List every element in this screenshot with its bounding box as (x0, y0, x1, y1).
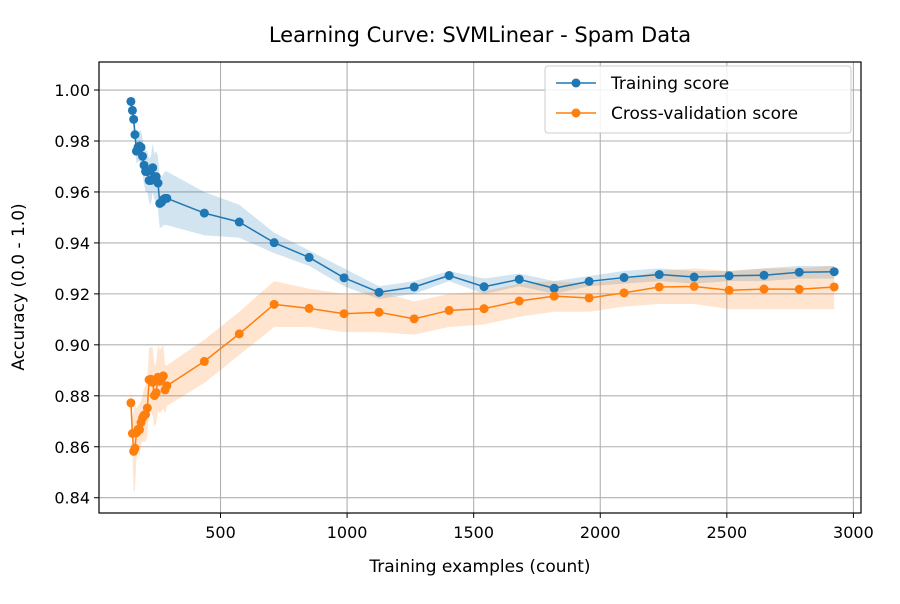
training-score-point (127, 105, 137, 115)
x-tick-label: 1000 (327, 523, 368, 542)
cv-score-point (689, 281, 699, 291)
training-score-point (234, 217, 244, 227)
training-score-point (304, 252, 314, 262)
cv-score-point (234, 329, 244, 339)
cv-score-point (304, 303, 314, 313)
training-score-point (126, 96, 136, 106)
training-score-point (138, 151, 148, 161)
cv-score-point (409, 314, 419, 324)
y-axis-title: Accuracy (0.0 - 1.0) (9, 203, 29, 370)
cv-score-point (549, 291, 559, 301)
plot-area (98, 61, 862, 514)
y-axis-ticks: 0.84 0.86 0.88 0.90 0.92 0.94 0.96 0.98 1.00 (54, 81, 99, 508)
x-tick-label: 1500 (453, 523, 494, 542)
training-score-point (829, 267, 839, 277)
y-tick-label: 0.96 (54, 183, 90, 202)
training-score-point (409, 282, 419, 292)
training-score-point (199, 208, 209, 218)
training-score-point (148, 163, 158, 173)
cv-score-point (339, 309, 349, 319)
training-score-point (269, 238, 279, 248)
x-tick-label: 2000 (580, 523, 621, 542)
training-score-point (549, 283, 559, 293)
cv-score-point (444, 305, 454, 315)
training-score-point (724, 271, 734, 281)
grid-lines (99, 62, 861, 513)
x-tick-label: 500 (205, 523, 236, 542)
legend-training-label: Training score (610, 74, 729, 94)
chart-title: Learning Curve: SVMLinear - Spam Data (269, 23, 691, 47)
training-score-point (374, 287, 384, 297)
x-tick-label: 3000 (833, 523, 874, 542)
training-score-point (339, 273, 349, 283)
x-tick-label: 2500 (706, 523, 747, 542)
training-score-point (794, 267, 804, 277)
legend-box (544, 65, 852, 134)
cv-score-point (151, 388, 161, 398)
cv-score-point (794, 284, 804, 294)
cv-score-point (126, 398, 136, 408)
cv-score-point (199, 356, 209, 366)
training-score-point (479, 282, 489, 292)
training-score-point (153, 178, 163, 188)
cv-score-point (724, 285, 734, 295)
training-score-point (444, 271, 454, 281)
y-tick-label: 0.98 (54, 132, 90, 151)
training-score-point (130, 130, 140, 140)
cv-score-point (130, 443, 140, 453)
y-tick-label: 0.84 (54, 489, 90, 508)
cv-score-point (269, 299, 279, 309)
training-score-point (136, 142, 146, 152)
cv-score-point (374, 307, 384, 317)
legend: Training score Cross-validation score (544, 65, 852, 134)
training-score-point (162, 193, 172, 203)
cv-score-point (619, 288, 629, 298)
cv-score-point (654, 282, 664, 292)
series-markers (126, 96, 839, 456)
x-axis-title: Training examples (count) (368, 557, 590, 577)
cv-score-point (829, 282, 839, 292)
cv-score-point (584, 293, 594, 303)
legend-cv-marker (571, 108, 581, 118)
training-score-point (689, 272, 699, 282)
legend-cv-label: Cross-validation score (611, 104, 798, 124)
cv-score-point (479, 304, 489, 314)
cv-score-point (142, 403, 152, 413)
cv-score-band (130, 265, 835, 493)
y-tick-label: 0.90 (54, 336, 90, 355)
cv-score-point (158, 371, 168, 381)
cv-score-point (162, 381, 172, 391)
training-score-point (514, 274, 524, 284)
training-score-point (654, 270, 664, 280)
legend-training-marker (571, 78, 581, 88)
training-score-point (129, 114, 139, 124)
y-tick-label: 1.00 (54, 81, 90, 100)
cv-score-point (514, 296, 524, 306)
x-axis-ticks: 500 1000 1500 2000 2500 3000 (205, 513, 874, 542)
training-score-point (619, 273, 629, 283)
cv-score-point (135, 425, 144, 435)
y-tick-label: 0.88 (54, 387, 90, 406)
training-score-point (584, 276, 594, 286)
cv-score-point (759, 284, 769, 294)
y-tick-label: 0.86 (54, 438, 90, 457)
training-score-point (759, 270, 769, 280)
y-tick-label: 0.92 (54, 285, 90, 304)
y-tick-label: 0.94 (54, 234, 90, 253)
plot-frame (98, 61, 862, 514)
